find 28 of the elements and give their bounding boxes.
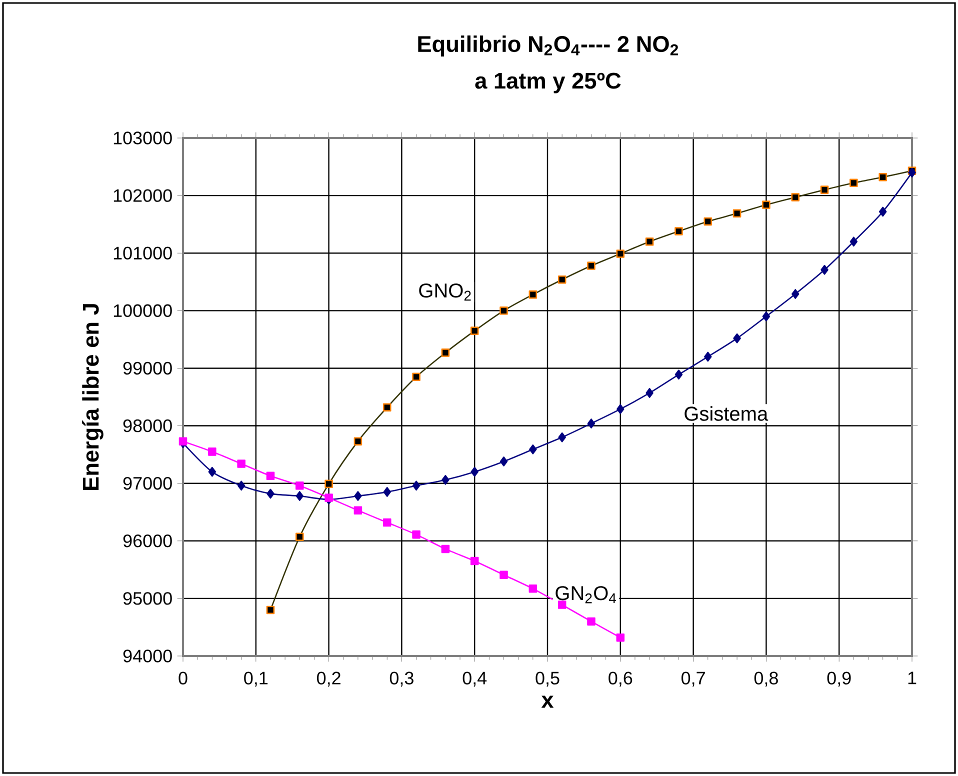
y-tick-label: 97000 (123, 476, 172, 490)
x-tick-label: 0,5 (536, 672, 560, 687)
y-tick-label: 95000 (123, 592, 172, 605)
y-tick-label: 94000 (123, 650, 172, 662)
x-axis-title: x (541, 696, 554, 708)
x-tick-label: 0,2 (317, 672, 340, 687)
x-tick-label: 0,7 (682, 672, 705, 687)
y-tick-label: 100000 (114, 304, 172, 318)
series-label: GN$_{2}$O$_{4}$ (556, 586, 616, 604)
chart-title: Equilibrio N$_{2}$O$_{4}$---- 2 NO$_{2}$ (418, 35, 678, 57)
y-tick-label: 98000 (123, 419, 172, 432)
x-tick-label: 0,3 (390, 672, 414, 687)
y-tick-label: 103000 (114, 132, 172, 144)
y-tick-label: 96000 (123, 534, 172, 548)
x-tick-label: 0,1 (244, 672, 268, 687)
y-tick-label: 99000 (123, 362, 172, 375)
x-tick-label: 0,4 (462, 672, 487, 687)
x-tick-label: 0 (178, 672, 188, 684)
y-tick-label: 102000 (114, 189, 172, 202)
chart-subtitle: a 1atm y 25ºC (475, 72, 621, 94)
x-tick-label: 0,6 (608, 672, 632, 687)
y-tick-label: 101000 (114, 246, 172, 260)
x-tick-label: 1 (908, 672, 916, 684)
series-label: GNO$_{2}$ (419, 283, 471, 301)
series-label: Gsistema (684, 406, 768, 421)
x-tick-label: 0,8 (754, 672, 778, 687)
y-axis-title: Energía libre en J (82, 304, 104, 490)
x-tick-label: 0,9 (827, 672, 851, 687)
